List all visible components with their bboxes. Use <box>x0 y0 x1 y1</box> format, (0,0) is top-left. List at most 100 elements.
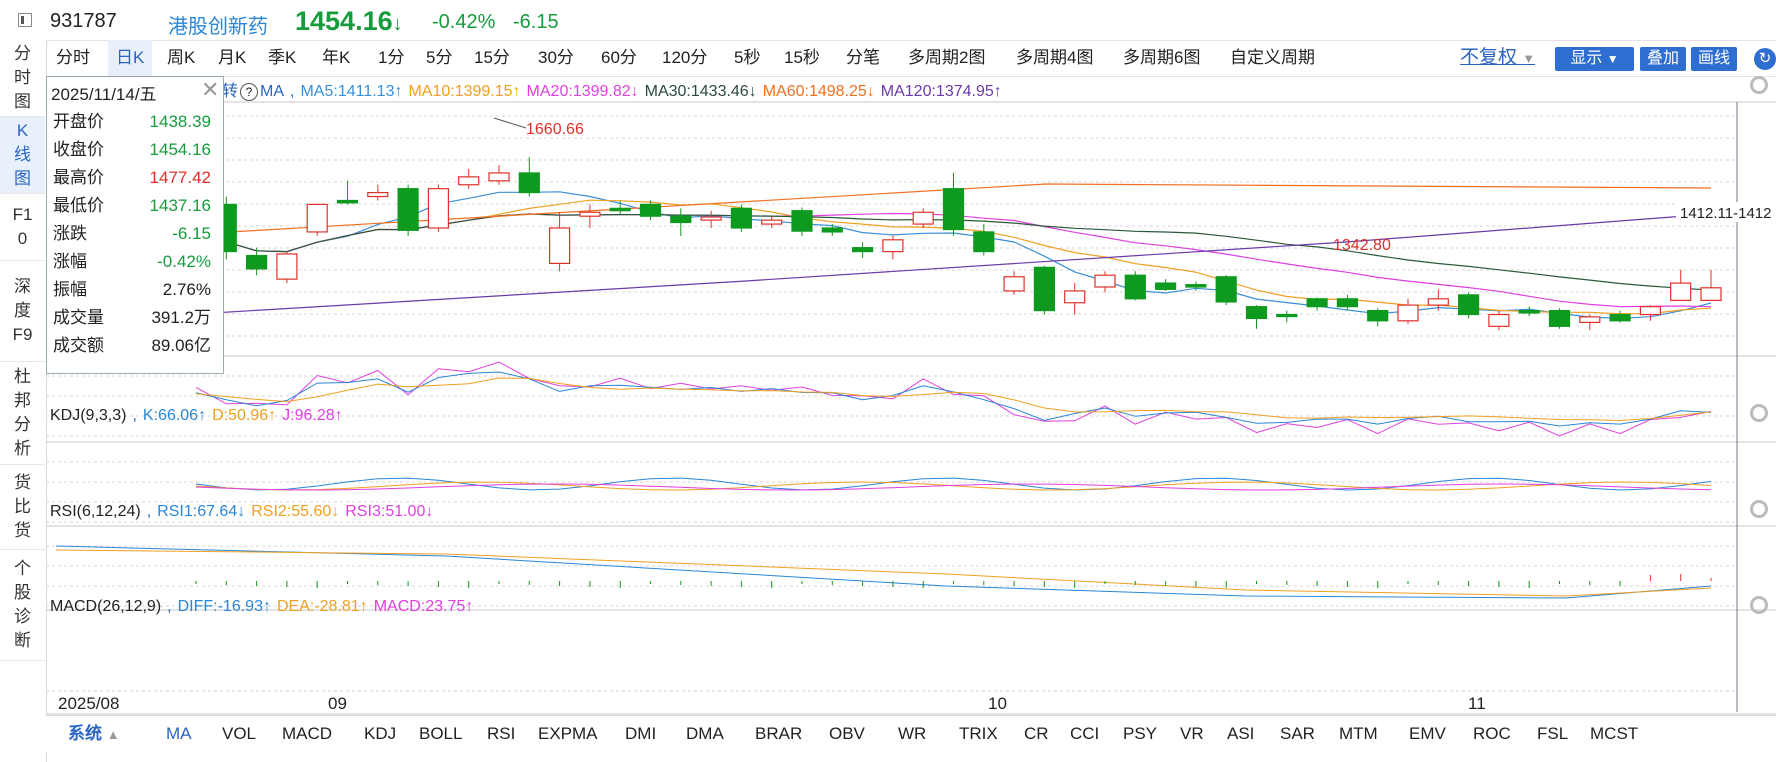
rsi-name[interactable]: RSI(6,12,24) <box>50 503 141 520</box>
caret-down-icon: ▼ <box>1606 52 1619 66</box>
kdj-d: D:50.96↑ <box>212 407 277 424</box>
period-tab-30m[interactable]: 30分 <box>538 48 574 67</box>
period-tab-15s[interactable]: 15秒 <box>784 48 820 67</box>
up-candle <box>1670 282 1692 301</box>
period-tab-custom[interactable]: 自定义周期 <box>1230 48 1315 67</box>
period-tab-year[interactable]: 年K <box>322 48 351 67</box>
side-tab-f9[interactable]: 深度F9 <box>0 261 45 362</box>
up-candle <box>1427 298 1449 306</box>
overlay-button[interactable]: 叠加 <box>1640 47 1686 71</box>
rsi2-line <box>195 481 1712 491</box>
indicator-rsi[interactable]: RSI <box>487 724 516 743</box>
period-tab-day[interactable]: 日K <box>108 40 153 76</box>
macd-bar: MACD:23.75↑ <box>373 598 474 615</box>
indicator-cci[interactable]: CCI <box>1070 724 1100 743</box>
side-tab-label: F10 <box>12 205 33 248</box>
kline-chart[interactable]: 1660.66 1342.80 1412.11-1412 <box>46 76 1776 715</box>
period-tab-multi2[interactable]: 多周期2图 <box>908 48 986 67</box>
indicator-mcst[interactable]: MCST <box>1590 724 1639 743</box>
high-annotation: 1660.66 <box>526 121 584 138</box>
indicator-trix[interactable]: TRIX <box>959 724 998 743</box>
indicator-asi[interactable]: ASI <box>1227 724 1255 743</box>
down-candle <box>1306 298 1328 308</box>
draw-line-button[interactable]: 画线 <box>1691 47 1737 71</box>
side-tab-f10[interactable]: F10 <box>0 194 45 261</box>
up-candle <box>367 191 389 198</box>
stock-code: 931787 <box>50 10 117 32</box>
indicator-roc[interactable]: ROC <box>1473 724 1511 743</box>
side-tab-label: 分时图 <box>14 44 31 111</box>
gear-icon[interactable] <box>1750 500 1768 518</box>
chart-grid <box>46 101 1776 715</box>
ma60-value: MA60:1498.25↓ <box>762 83 875 100</box>
info-row-low: 最低价 1437.16 <box>51 191 217 221</box>
kdj-legend: KDJ(9,3,3), K:66.06↑ D:50.96↑ J:96.28↑ <box>50 407 349 425</box>
indicator-sar[interactable]: SAR <box>1280 724 1315 743</box>
up-candle <box>761 219 783 225</box>
ma120-value: MA120:1374.95↑ <box>880 83 1002 100</box>
gear-icon[interactable] <box>1750 76 1768 94</box>
down-candle <box>821 227 843 233</box>
indicator-wr[interactable]: WR <box>898 724 927 743</box>
panel-toggle-icon[interactable] <box>18 13 32 27</box>
info-value: 1438.39 <box>149 112 211 131</box>
x-axis-label: 09 <box>328 694 347 713</box>
macd-name[interactable]: MACD(26,12,9) <box>50 598 162 615</box>
side-tab-kline[interactable]: K线图 <box>0 117 45 194</box>
indicator-obv[interactable]: OBV <box>829 724 865 743</box>
indicator-expma[interactable]: EXPMA <box>538 724 598 743</box>
close-icon[interactable]: ✕ <box>201 77 220 102</box>
period-tab-multi4[interactable]: 多周期4图 <box>1016 48 1094 67</box>
info-row-pct: 涨幅 -0.42% <box>51 247 217 277</box>
indicator-cr[interactable]: CR <box>1024 724 1049 743</box>
period-tab-5m[interactable]: 5分 <box>426 48 453 67</box>
period-tab-15m[interactable]: 15分 <box>474 48 510 67</box>
indicator-psy[interactable]: PSY <box>1123 724 1158 743</box>
indicator-vol[interactable]: VOL <box>222 724 257 743</box>
side-tab-label: 深度F9 <box>12 277 33 344</box>
refresh-icon[interactable]: ↻ <box>1754 48 1776 70</box>
indicator-dmi[interactable]: DMI <box>625 724 657 743</box>
indicator-ma[interactable]: MA <box>166 724 192 743</box>
display-button[interactable]: 显示 ▼ <box>1555 47 1634 71</box>
period-tab-60m[interactable]: 60分 <box>601 48 637 67</box>
side-tab-dupont[interactable]: 杜邦分析 <box>0 362 45 465</box>
gear-icon[interactable] <box>1750 596 1768 614</box>
indicator-vr[interactable]: VR <box>1180 724 1204 743</box>
indicator-mtm[interactable]: MTM <box>1339 724 1378 743</box>
ma20-value: MA20:1399.82↓ <box>526 83 639 100</box>
side-tab-compare[interactable]: 货比货 <box>0 465 45 550</box>
ma-sep: , <box>290 83 295 100</box>
period-tab-tick[interactable]: 分笔 <box>846 48 880 67</box>
period-tab-120m[interactable]: 120分 <box>662 48 708 67</box>
period-tab-week[interactable]: 周K <box>167 48 196 67</box>
period-tab-5s[interactable]: 5秒 <box>734 48 761 67</box>
kdj-name[interactable]: KDJ(9,3,3) <box>50 407 127 424</box>
indicator-boll[interactable]: BOLL <box>419 724 463 743</box>
info-row-open: 开盘价 1438.39 <box>51 107 217 137</box>
ma10-value: MA10:1399.15↑ <box>408 83 521 100</box>
period-tab-month[interactable]: 月K <box>218 48 247 67</box>
macd-dea-line <box>55 549 1712 597</box>
side-tab-diagnosis[interactable]: 个股诊断 <box>0 550 45 661</box>
period-tab-quarter[interactable]: 季K <box>268 48 297 67</box>
indicator-bar: 系统 ▲ MA VOL MACD KDJ BOLL RSI EXPMA DMI … <box>46 715 1776 752</box>
side-tab-timeshare[interactable]: 分时图 <box>0 40 45 117</box>
indicator-kdj[interactable]: KDJ <box>364 724 397 743</box>
help-icon[interactable]: ? <box>240 83 259 101</box>
indicator-fsl[interactable]: FSL <box>1537 724 1569 743</box>
restore-dropdown[interactable]: 不复权 ▼ <box>1460 40 1535 76</box>
gear-icon[interactable] <box>1750 404 1768 422</box>
period-tab-fenshi[interactable]: 分时 <box>56 48 90 67</box>
indicator-dma[interactable]: DMA <box>686 724 724 743</box>
crosshair-price: 1412.11-1412 <box>1680 205 1771 222</box>
indicator-macd[interactable]: MACD <box>282 724 333 743</box>
down-candle <box>730 207 753 229</box>
indicator-brar[interactable]: BRAR <box>755 724 803 743</box>
indicator-system[interactable]: 系统 ▲ <box>68 716 120 752</box>
indicator-emv[interactable]: EMV <box>1409 724 1446 743</box>
period-tab-multi6[interactable]: 多周期6图 <box>1123 48 1201 67</box>
info-value: 1437.16 <box>149 196 211 215</box>
stock-name[interactable]: 港股创新药 <box>168 16 268 38</box>
period-tab-1m[interactable]: 1分 <box>378 48 405 67</box>
